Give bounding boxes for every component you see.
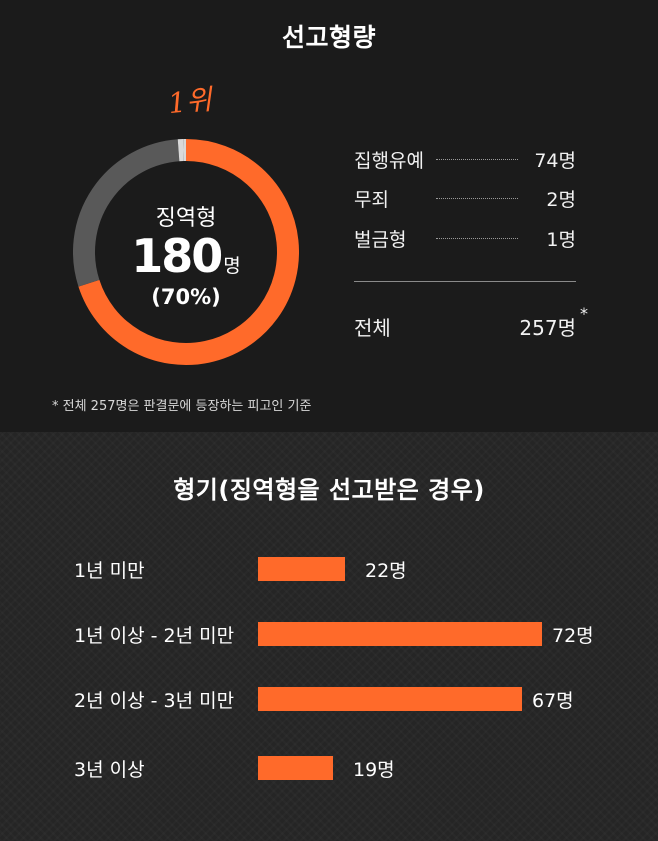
term-title: 형기(징역형을 선고받은 경우) <box>173 476 485 504</box>
footnote: * 전체 257명은 판결문에 등장하는 피고인 기준 <box>52 399 312 414</box>
total-value: 257명 <box>519 316 576 340</box>
bar-row: 1년 이상 - 2년 미만 72명 <box>0 620 658 648</box>
legend-name: 무죄 <box>354 189 389 211</box>
bar <box>258 622 542 646</box>
legend-row-acquittal: 무죄 2명 <box>354 185 576 211</box>
bar-value-label: 72명 <box>552 625 594 647</box>
donut-center-percent: (70%) <box>151 285 221 309</box>
bar-category-label: 1년 미만 <box>74 560 145 582</box>
donut-slice-suspended <box>73 139 180 287</box>
donut-center-label: 징역형 <box>155 206 217 231</box>
bar-value-label: 22명 <box>365 560 407 582</box>
donut-center-value: 180 <box>131 229 223 283</box>
sentence-donut-chart <box>73 139 299 365</box>
donut-center-unit: 명 <box>223 255 241 277</box>
rank-label: 1위 <box>166 82 214 121</box>
legend-dotted-leader <box>436 159 518 160</box>
bar-category-label: 2년 이상 - 3년 미만 <box>74 690 235 712</box>
legend-row-suspended: 집행유예 74명 <box>354 146 576 172</box>
bar <box>258 756 333 780</box>
legend-dotted-leader <box>436 238 518 239</box>
total-label: 전체 <box>354 316 391 340</box>
legend-name: 벌금형 <box>354 229 407 251</box>
donut-slice-prison <box>78 139 299 365</box>
sentence-section <box>0 0 658 432</box>
legend-dotted-leader <box>436 198 518 199</box>
bar-category-label: 3년 이상 <box>74 759 145 781</box>
bar-row: 1년 미만 22명 <box>0 555 658 583</box>
bar-row: 3년 이상 19명 <box>0 754 658 782</box>
donut-center-value-wrap: 180 명 <box>96 229 276 283</box>
total-asterisk: * <box>580 304 588 323</box>
bar-value-label: 19명 <box>353 759 395 781</box>
legend-divider <box>354 281 576 282</box>
bar <box>258 557 345 581</box>
legend-value: 2명 <box>546 189 576 211</box>
legend-row-fine: 벌금형 1명 <box>354 225 576 251</box>
legend-value: 74명 <box>534 150 576 172</box>
bar-value-label: 67명 <box>532 690 574 712</box>
bar-row: 2년 이상 - 3년 미만 67명 <box>0 685 658 713</box>
legend-value: 1명 <box>546 229 576 251</box>
bar <box>258 687 522 711</box>
legend-name: 집행유예 <box>354 150 424 172</box>
sentence-title: 선고형량 <box>281 23 376 52</box>
bar-category-label: 1년 이상 - 2년 미만 <box>74 625 235 647</box>
